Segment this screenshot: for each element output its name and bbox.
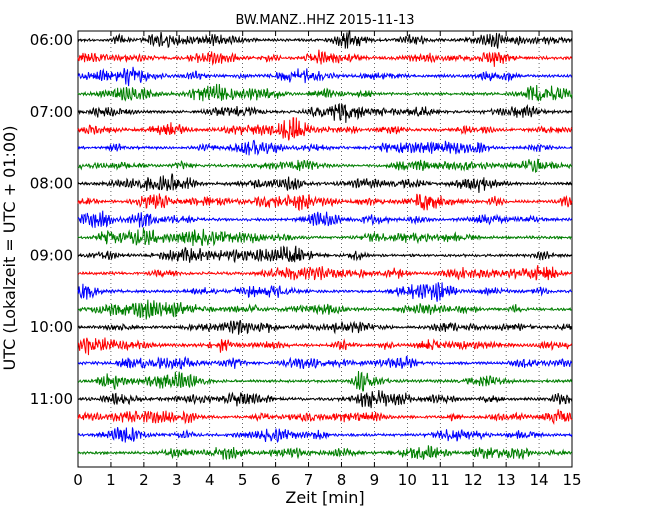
- x-tick-label: 8: [337, 471, 347, 489]
- trace-line: [77, 193, 573, 212]
- trace-line: [77, 117, 573, 141]
- y-tick-label: 11:00: [30, 390, 73, 408]
- y-tick-label: 10:00: [30, 318, 73, 336]
- chart-title: BW.MANZ..HHZ 2015-11-13: [235, 13, 414, 28]
- x-tick-label: 6: [271, 471, 281, 489]
- x-tick-label: 14: [530, 471, 549, 489]
- trace-line: [77, 445, 573, 461]
- x-tick-label: 0: [73, 471, 83, 489]
- y-tick-label: 06:00: [30, 31, 73, 49]
- trace-line: [77, 173, 573, 193]
- x-tick-label: 3: [172, 471, 182, 489]
- trace-line: [77, 227, 573, 247]
- trace-line: [77, 390, 573, 409]
- y-axis-label: UTC (Lokalzeit = UTC + 01:00): [0, 126, 19, 371]
- x-tick-label: 12: [464, 471, 483, 489]
- x-tick-label: 13: [497, 471, 516, 489]
- trace-line: [77, 139, 573, 156]
- x-tick-label: 10: [398, 471, 417, 489]
- trace-line: [77, 210, 573, 229]
- grid-lines: [110, 31, 540, 467]
- y-tick-label: 08:00: [30, 175, 73, 193]
- trace-line: [77, 83, 573, 102]
- trace-line: [77, 409, 573, 425]
- trace-line: [77, 103, 573, 123]
- y-tick-labels: 06:00 07:00 08:00 09:00 10:00 11:00: [30, 31, 73, 408]
- trace-line: [77, 245, 573, 264]
- x-tick-label: 4: [205, 471, 215, 489]
- x-tick-label: 5: [238, 471, 248, 489]
- trace-line: [77, 158, 573, 174]
- plot-frame: [77, 30, 573, 468]
- x-tick-label: 7: [304, 471, 314, 489]
- seismic-traces: [77, 30, 573, 461]
- trace-line: [77, 299, 573, 320]
- trace-line: [77, 49, 572, 67]
- y-tick-label: 07:00: [30, 103, 73, 121]
- trace-line: [77, 30, 573, 49]
- axis-ticks: [77, 31, 573, 467]
- trace-line: [77, 66, 572, 87]
- trace-line: [77, 265, 573, 281]
- trace-line: [77, 370, 573, 392]
- trace-line: [77, 355, 572, 370]
- x-tick-label: 1: [106, 471, 116, 489]
- trace-line: [77, 282, 573, 302]
- x-tick-label: 2: [139, 471, 149, 489]
- trace-line: [77, 427, 573, 444]
- trace-line: [77, 337, 573, 356]
- x-tick-label: 15: [562, 471, 581, 489]
- y-tick-label: 09:00: [30, 246, 73, 264]
- x-axis-label: Zeit [min]: [285, 488, 364, 507]
- x-tick-label: 11: [431, 471, 450, 489]
- x-tick-labels: 0 1 2 3 4 5 6 7 8 9 10 11 12 13 14 15: [73, 471, 581, 489]
- x-tick-label: 9: [370, 471, 380, 489]
- trace-line: [77, 319, 573, 335]
